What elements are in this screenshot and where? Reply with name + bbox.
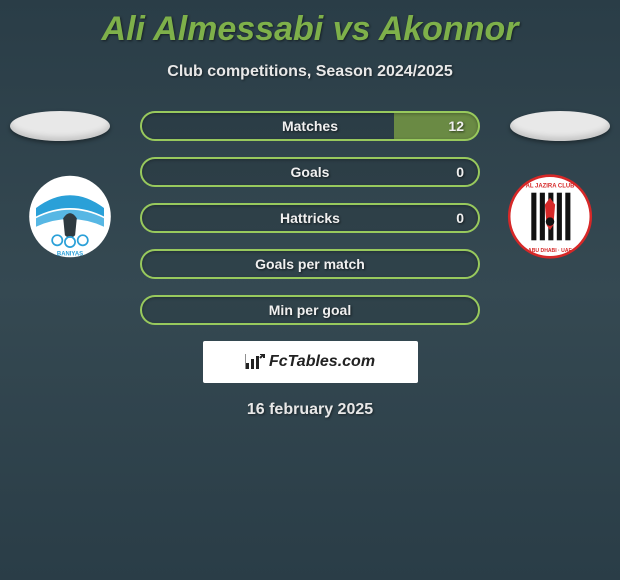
stat-value-right: 0 <box>456 210 464 226</box>
stat-row-hattricks: Hattricks 0 <box>140 203 480 233</box>
snapshot-date: 16 february 2025 <box>0 401 620 419</box>
stat-label: Goals <box>291 164 330 180</box>
stat-rows: Matches 12 Goals 0 Hattricks 0 Goals per… <box>140 111 480 325</box>
stat-row-goals-per-match: Goals per match <box>140 249 480 279</box>
brand-label: FcTables.com <box>245 353 375 371</box>
team-badge-left: BANIYAS <box>20 174 120 259</box>
comparison-panel: BANIYAS AL JAZIRA CLUB ABU DHABI · UAE M… <box>0 111 620 419</box>
svg-text:ABU DHABI · UAE: ABU DHABI · UAE <box>528 248 572 254</box>
subtitle: Club competitions, Season 2024/2025 <box>0 63 620 81</box>
baniyas-badge-icon: BANIYAS <box>20 174 120 259</box>
stat-row-goals: Goals 0 <box>140 157 480 187</box>
player-photo-right <box>510 111 610 141</box>
svg-text:BANIYAS: BANIYAS <box>57 252 83 258</box>
svg-text:AL JAZIRA CLUB: AL JAZIRA CLUB <box>526 184 576 190</box>
stat-value-right: 12 <box>448 118 464 134</box>
aljazira-badge-icon: AL JAZIRA CLUB ABU DHABI · UAE <box>500 174 600 259</box>
stat-label: Matches <box>282 118 338 134</box>
stat-label: Hattricks <box>280 210 340 226</box>
brand-box[interactable]: FcTables.com <box>203 341 418 383</box>
stat-row-min-per-goal: Min per goal <box>140 295 480 325</box>
stat-value-right: 0 <box>456 164 464 180</box>
stat-label: Goals per match <box>255 256 365 272</box>
page-title: Ali Almessabi vs Akonnor <box>0 0 620 49</box>
team-badge-right: AL JAZIRA CLUB ABU DHABI · UAE <box>500 174 600 259</box>
stat-label: Min per goal <box>269 302 351 318</box>
stat-row-matches: Matches 12 <box>140 111 480 141</box>
bar-chart-icon <box>245 354 265 370</box>
player-photo-left <box>10 111 110 141</box>
brand-text: FcTables.com <box>269 353 375 371</box>
